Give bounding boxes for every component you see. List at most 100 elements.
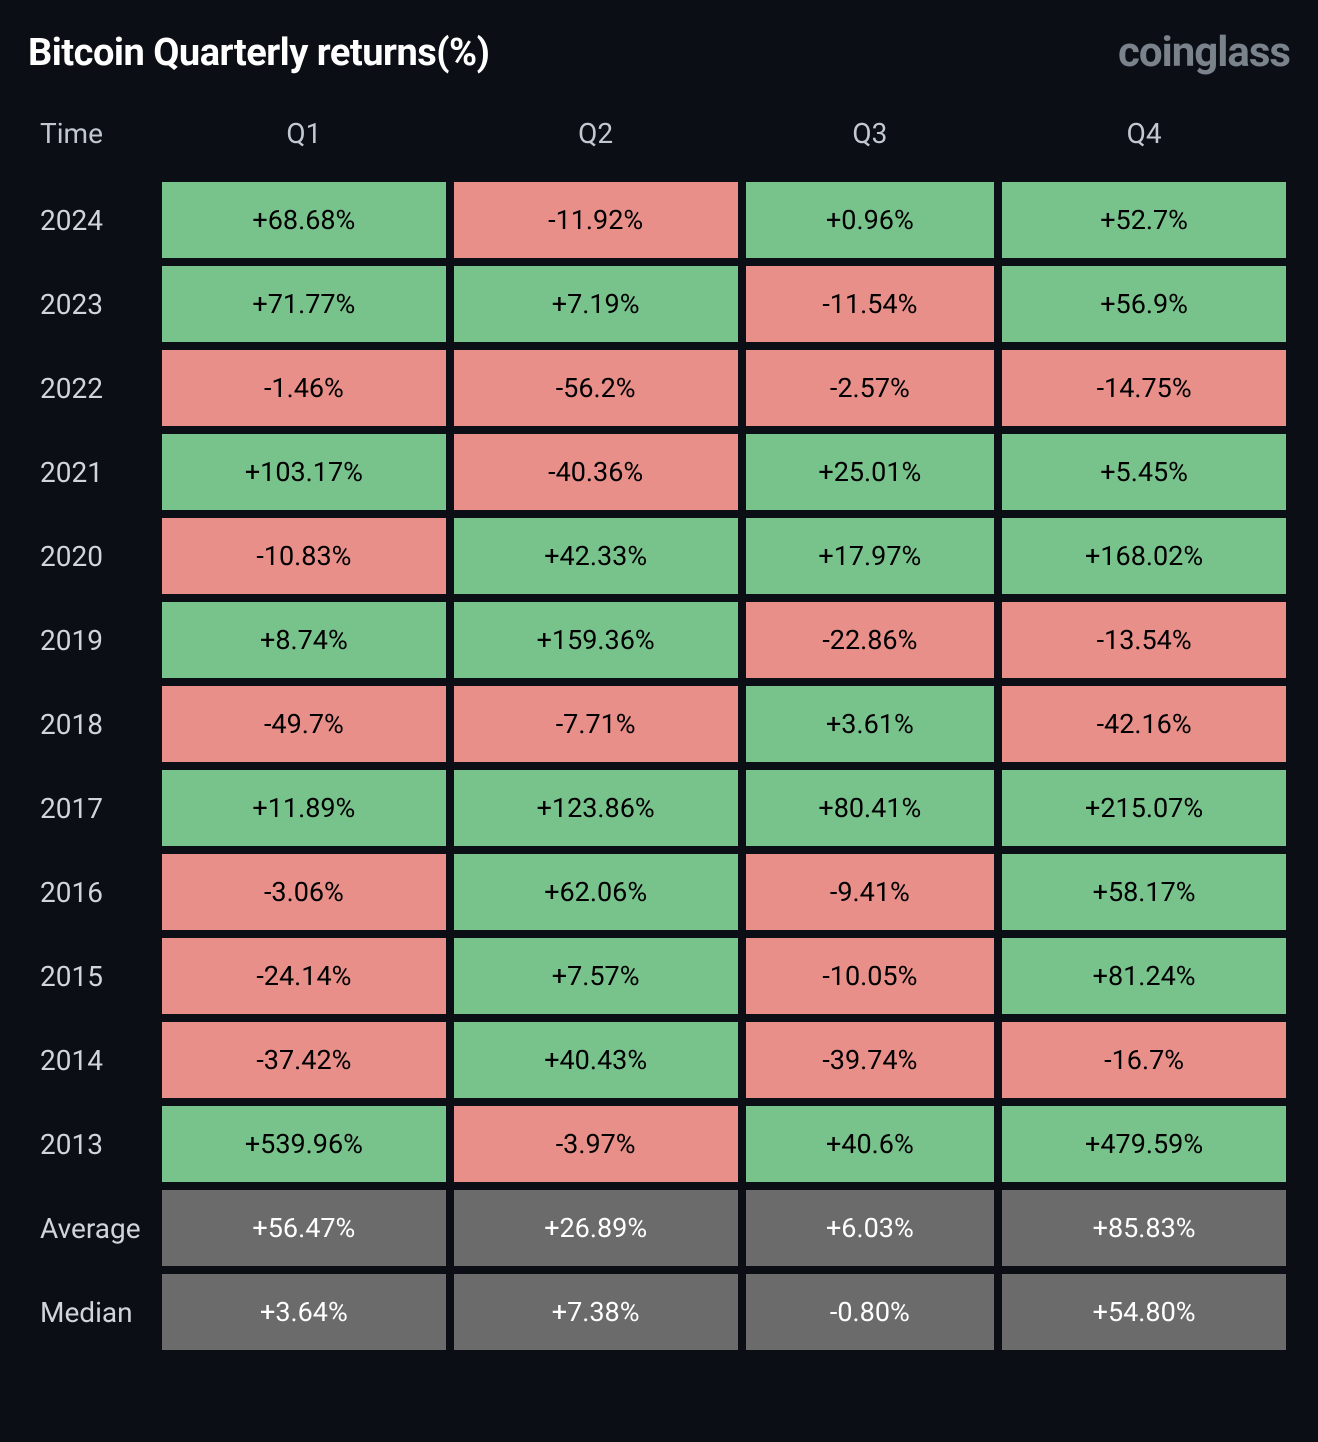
table-cell: -1.46% xyxy=(158,346,450,430)
negative-cell: -2.57% xyxy=(746,350,995,426)
table-cell: +0.96% xyxy=(742,178,999,262)
table-cell: -42.16% xyxy=(998,682,1290,766)
negative-cell: -49.7% xyxy=(162,686,446,762)
stat-cell: +26.89% xyxy=(454,1190,738,1266)
table-cell: -10.83% xyxy=(158,514,450,598)
negative-cell: -9.41% xyxy=(746,854,995,930)
table-cell: -2.57% xyxy=(742,346,999,430)
positive-cell: +8.74% xyxy=(162,602,446,678)
positive-cell: +5.45% xyxy=(1002,434,1286,510)
table-cell: +7.38% xyxy=(450,1270,742,1354)
table-cell: -11.92% xyxy=(450,178,742,262)
col-header-time: Time xyxy=(28,117,158,178)
positive-cell: +52.7% xyxy=(1002,182,1286,258)
positive-cell: +58.17% xyxy=(1002,854,1286,930)
table-cell: +479.59% xyxy=(998,1102,1290,1186)
negative-cell: -24.14% xyxy=(162,938,446,1014)
positive-cell: +25.01% xyxy=(746,434,995,510)
table-cell: +7.19% xyxy=(450,262,742,346)
table-cell: -49.7% xyxy=(158,682,450,766)
positive-cell: +539.96% xyxy=(162,1106,446,1182)
positive-cell: +11.89% xyxy=(162,770,446,846)
table-cell: +52.7% xyxy=(998,178,1290,262)
positive-cell: +17.97% xyxy=(746,518,995,594)
table-cell: -11.54% xyxy=(742,262,999,346)
table-row: 2015-24.14%+7.57%-10.05%+81.24% xyxy=(28,934,1290,1018)
table-cell: -3.06% xyxy=(158,850,450,934)
row-label: Average xyxy=(28,1186,158,1270)
table-cell: +68.68% xyxy=(158,178,450,262)
col-header-q2: Q2 xyxy=(450,117,742,178)
table-cell: +40.43% xyxy=(450,1018,742,1102)
positive-cell: +81.24% xyxy=(1002,938,1286,1014)
positive-cell: +0.96% xyxy=(746,182,995,258)
row-label: 2014 xyxy=(28,1018,158,1102)
table-row: 2023+71.77%+7.19%-11.54%+56.9% xyxy=(28,262,1290,346)
table-row: 2016-3.06%+62.06%-9.41%+58.17% xyxy=(28,850,1290,934)
table-cell: +80.41% xyxy=(742,766,999,850)
positive-cell: +159.36% xyxy=(454,602,738,678)
stat-cell: +7.38% xyxy=(454,1274,738,1350)
table-cell: +7.57% xyxy=(450,934,742,1018)
table-cell: +3.64% xyxy=(158,1270,450,1354)
table-cell: +42.33% xyxy=(450,514,742,598)
positive-cell: +103.17% xyxy=(162,434,446,510)
table-cell: -40.36% xyxy=(450,430,742,514)
row-label: 2018 xyxy=(28,682,158,766)
table-cell: +40.6% xyxy=(742,1102,999,1186)
table-cell: -16.7% xyxy=(998,1018,1290,1102)
positive-cell: +68.68% xyxy=(162,182,446,258)
row-label: 2017 xyxy=(28,766,158,850)
table-cell: +62.06% xyxy=(450,850,742,934)
negative-cell: -3.97% xyxy=(454,1106,738,1182)
positive-cell: +7.19% xyxy=(454,266,738,342)
row-label: 2013 xyxy=(28,1102,158,1186)
table-cell: -56.2% xyxy=(450,346,742,430)
table-cell: +3.61% xyxy=(742,682,999,766)
positive-cell: +123.86% xyxy=(454,770,738,846)
negative-cell: -10.83% xyxy=(162,518,446,594)
table-row: 2018-49.7%-7.71%+3.61%-42.16% xyxy=(28,682,1290,766)
table-cell: -0.80% xyxy=(742,1270,999,1354)
table-row: Average+56.47%+26.89%+6.03%+85.83% xyxy=(28,1186,1290,1270)
negative-cell: -42.16% xyxy=(1002,686,1286,762)
stat-cell: +3.64% xyxy=(162,1274,446,1350)
negative-cell: -7.71% xyxy=(454,686,738,762)
positive-cell: +3.61% xyxy=(746,686,995,762)
negative-cell: -22.86% xyxy=(746,602,995,678)
table-row: 2014-37.42%+40.43%-39.74%-16.7% xyxy=(28,1018,1290,1102)
positive-cell: +56.9% xyxy=(1002,266,1286,342)
table-cell: -7.71% xyxy=(450,682,742,766)
table-cell: -10.05% xyxy=(742,934,999,1018)
table-row: 2021+103.17%-40.36%+25.01%+5.45% xyxy=(28,430,1290,514)
table-cell: -24.14% xyxy=(158,934,450,1018)
brand-logo: coinglass xyxy=(1118,28,1290,77)
table-cell: +81.24% xyxy=(998,934,1290,1018)
table-cell: +25.01% xyxy=(742,430,999,514)
stat-cell: +56.47% xyxy=(162,1190,446,1266)
row-label: 2020 xyxy=(28,514,158,598)
table-cell: +17.97% xyxy=(742,514,999,598)
negative-cell: -13.54% xyxy=(1002,602,1286,678)
table-row: 2013+539.96%-3.97%+40.6%+479.59% xyxy=(28,1102,1290,1186)
negative-cell: -40.36% xyxy=(454,434,738,510)
table-cell: +58.17% xyxy=(998,850,1290,934)
stat-cell: +54.80% xyxy=(1002,1274,1286,1350)
table-cell: +539.96% xyxy=(158,1102,450,1186)
stat-cell: -0.80% xyxy=(746,1274,995,1350)
page-root: Bitcoin Quarterly returns(%) coinglass T… xyxy=(0,0,1318,1382)
table-cell: +11.89% xyxy=(158,766,450,850)
positive-cell: +479.59% xyxy=(1002,1106,1286,1182)
table-row: Median+3.64%+7.38%-0.80%+54.80% xyxy=(28,1270,1290,1354)
negative-cell: -37.42% xyxy=(162,1022,446,1098)
table-cell: +8.74% xyxy=(158,598,450,682)
row-label: 2016 xyxy=(28,850,158,934)
table-cell: -3.97% xyxy=(450,1102,742,1186)
table-cell: +103.17% xyxy=(158,430,450,514)
table-row: 2019+8.74%+159.36%-22.86%-13.54% xyxy=(28,598,1290,682)
positive-cell: +168.02% xyxy=(1002,518,1286,594)
positive-cell: +42.33% xyxy=(454,518,738,594)
positive-cell: +215.07% xyxy=(1002,770,1286,846)
table-cell: -39.74% xyxy=(742,1018,999,1102)
stat-cell: +85.83% xyxy=(1002,1190,1286,1266)
